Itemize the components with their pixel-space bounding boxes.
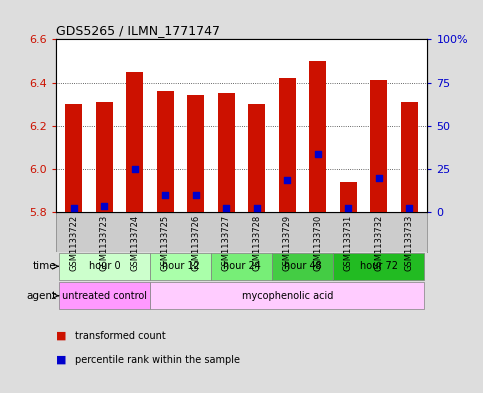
Bar (58, 283, 150, 309)
Bar (401, 102, 417, 212)
Point (314, 151, 322, 157)
Text: time: time (32, 261, 56, 271)
Text: hour 48: hour 48 (284, 261, 321, 271)
Bar (211, 253, 272, 279)
Text: hour 0: hour 0 (88, 261, 120, 271)
Point (100, 202, 108, 209)
Text: hour 24: hour 24 (223, 261, 260, 271)
Point (161, 192, 169, 198)
Bar (340, 182, 356, 212)
Point (344, 205, 352, 211)
Text: ■: ■ (56, 354, 66, 365)
Point (192, 192, 199, 198)
Bar (333, 253, 425, 279)
Point (222, 205, 230, 211)
Text: transformed count: transformed count (75, 331, 166, 341)
Bar (279, 78, 296, 212)
Point (284, 176, 291, 183)
Bar (218, 94, 235, 212)
Point (375, 174, 383, 181)
Text: agent: agent (26, 291, 56, 301)
Bar (96, 102, 113, 212)
Text: hour 12: hour 12 (162, 261, 199, 271)
Point (70, 205, 78, 211)
Bar (187, 95, 204, 212)
Text: untreated control: untreated control (62, 291, 147, 301)
Bar (127, 72, 143, 212)
Bar (272, 253, 333, 279)
Bar (58, 253, 150, 279)
Bar (309, 61, 326, 212)
Bar (150, 283, 425, 309)
Point (405, 205, 413, 211)
Bar (66, 104, 82, 212)
Text: mycophenolic acid: mycophenolic acid (242, 291, 333, 301)
Bar (248, 104, 265, 212)
Bar (370, 80, 387, 212)
Bar (150, 253, 211, 279)
Text: ■: ■ (56, 331, 66, 341)
Text: GDS5265 / ILMN_1771747: GDS5265 / ILMN_1771747 (56, 24, 220, 37)
Bar (157, 91, 174, 212)
Text: percentile rank within the sample: percentile rank within the sample (75, 354, 240, 365)
Point (131, 166, 139, 172)
Text: hour 72: hour 72 (360, 261, 398, 271)
Point (253, 205, 261, 211)
